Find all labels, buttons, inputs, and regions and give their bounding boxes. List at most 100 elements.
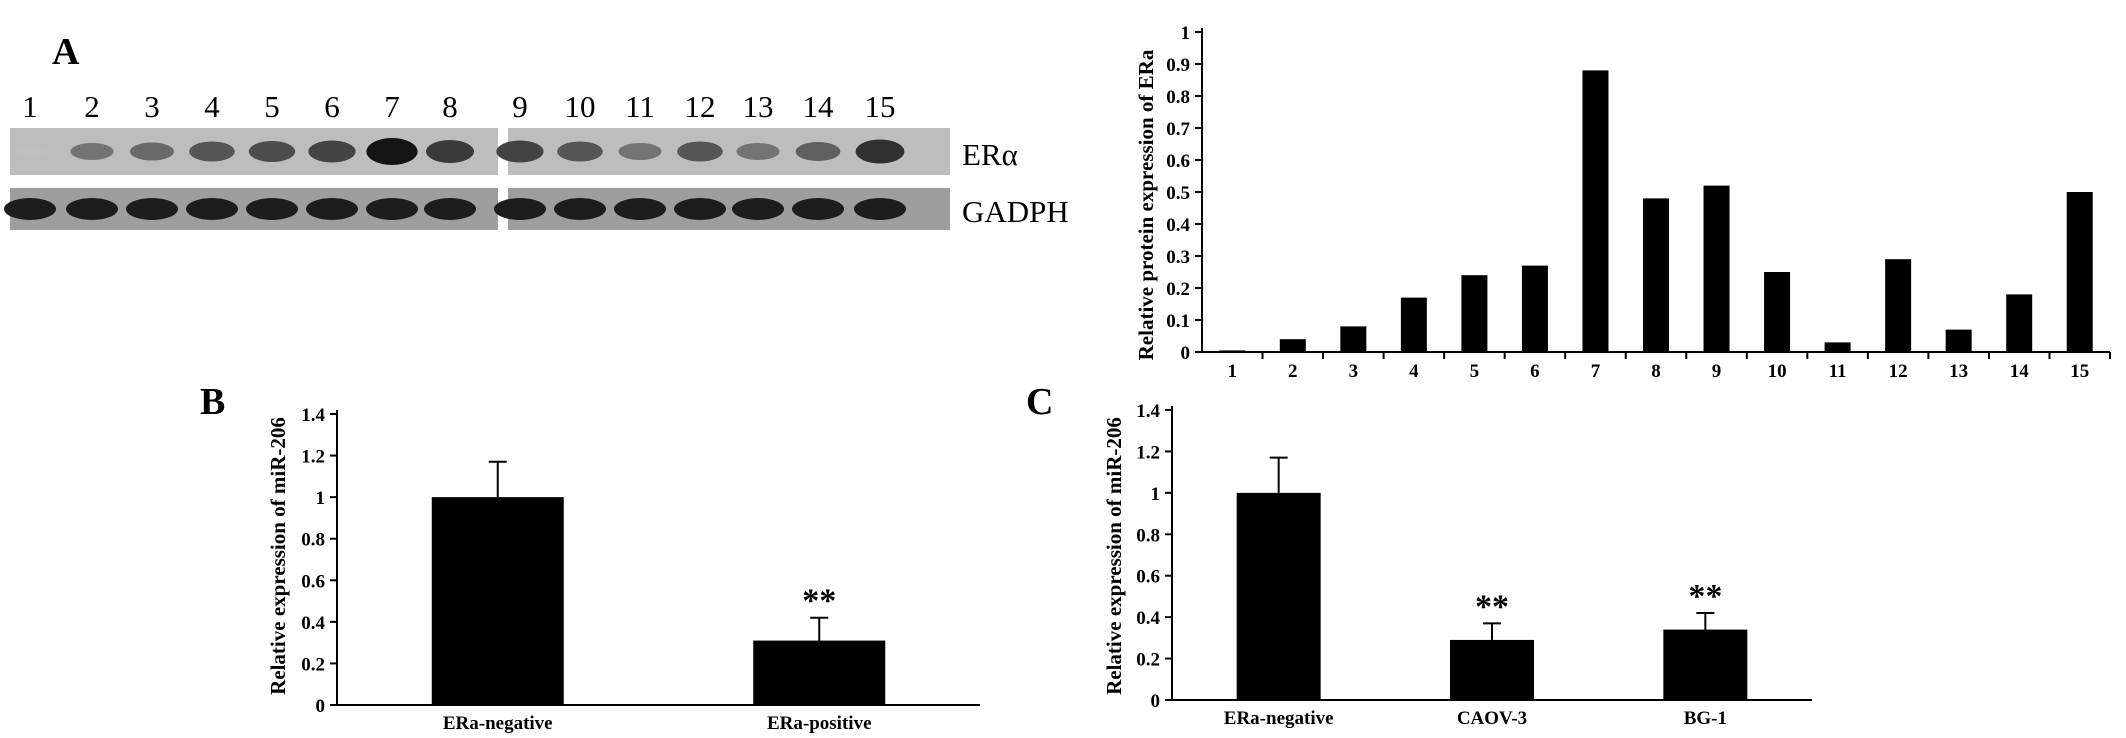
blot-row-label-gadph: GADPH — [962, 194, 1069, 229]
chart-era-protein-ylabel: Relative protein expression of ERa — [1134, 49, 1158, 360]
blot-row-label-era: ERα — [962, 137, 1018, 172]
bar — [1663, 629, 1748, 700]
bar — [1461, 275, 1488, 352]
y-tick-label: 1.2 — [301, 447, 325, 468]
bar — [1764, 272, 1791, 352]
blot-lane-label: 9 — [512, 89, 528, 124]
blot-band-era — [426, 140, 474, 163]
bar — [1582, 70, 1609, 353]
chart-b-ylabel: Relative expression of miR-206 — [266, 417, 290, 695]
y-tick-label: 1.4 — [301, 405, 325, 426]
bar — [1450, 639, 1534, 700]
blot-band-era — [736, 143, 780, 160]
blot-band-era — [366, 138, 418, 165]
bar — [1400, 297, 1427, 352]
blot-band-gadph — [854, 198, 906, 220]
blot-lane-label: 12 — [685, 89, 716, 124]
blot-band-era — [11, 147, 49, 156]
panel-label-c: C — [1026, 381, 1053, 423]
bar — [1340, 326, 1367, 352]
y-tick-label: 1 — [1151, 484, 1161, 505]
x-tick-label: 3 — [1349, 361, 1359, 382]
bar — [1885, 259, 1912, 352]
x-tick-label: 8 — [1651, 361, 1661, 382]
blot-band-era — [248, 141, 296, 162]
significance-label: ** — [1475, 588, 1509, 625]
x-tick-label: 12 — [1889, 361, 1908, 382]
x-tick-label: 14 — [2010, 361, 2030, 382]
blot-band-era — [130, 142, 174, 161]
y-tick-label: 0.5 — [1166, 183, 1190, 204]
blot-band-era — [677, 141, 723, 162]
bar — [1945, 329, 1972, 352]
y-tick-label: 0.8 — [1166, 87, 1190, 108]
x-tick-label: 5 — [1470, 361, 1480, 382]
y-tick-label: 0.2 — [1166, 279, 1190, 300]
blot-band-era — [308, 140, 356, 163]
chart-b-mir206: 0 0.2 0.4 0.6 0.8 1 1.2 1.4 ERa-negative ERa-posi… — [301, 405, 980, 734]
significance-label: ** — [1688, 578, 1722, 615]
x-tick-label: 6 — [1530, 361, 1540, 382]
x-tick-label: 2 — [1288, 361, 1298, 382]
x-tick-label: BG-1 — [1684, 708, 1727, 729]
y-tick-label: 0.4 — [301, 613, 325, 634]
western-blot: 1 2 3 4 5 6 7 8 9 10 11 12 13 14 15 — [4, 89, 950, 230]
blot-band-gadph — [186, 198, 238, 220]
y-tick-label: 0.3 — [1166, 247, 1190, 268]
blot-band-gadph — [554, 198, 606, 220]
blot-lane-label: 10 — [565, 89, 596, 124]
blot-band-gadph — [424, 198, 476, 220]
y-tick-label: 0 — [316, 696, 326, 717]
x-tick-label: 11 — [1829, 361, 1847, 382]
significance-label: ** — [802, 583, 836, 620]
blot-band-gadph — [126, 198, 178, 220]
y-tick-label: 0.8 — [1136, 525, 1160, 546]
y-tick-label: 0 — [1151, 691, 1161, 712]
blot-lane-label: 7 — [384, 89, 400, 124]
blot-band-gadph — [246, 198, 298, 220]
x-tick-label: 1 — [1228, 361, 1238, 382]
y-tick-label: 0.2 — [301, 654, 325, 675]
blot-band-era — [855, 139, 905, 164]
bar — [1521, 265, 1548, 352]
x-tick-label: 10 — [1768, 361, 1787, 382]
blot-band-gadph — [66, 198, 118, 220]
x-tick-label: CAOV-3 — [1457, 708, 1527, 729]
blot-lane-label: 15 — [865, 89, 896, 124]
blot-band-gadph — [674, 198, 726, 220]
chart-c-ylabel: Relative expression of miR-206 — [1102, 417, 1126, 695]
x-tick-label: 15 — [2070, 361, 2089, 382]
y-tick-label: 0.1 — [1166, 311, 1190, 332]
y-tick-label: 1 — [316, 488, 326, 509]
x-tick-label: ERa-negative — [443, 713, 553, 734]
y-tick-label: 0.6 — [1166, 151, 1190, 172]
blot-band-era — [557, 141, 603, 162]
y-tick-label: 0.2 — [1136, 650, 1160, 671]
blot-band-era — [618, 143, 662, 160]
y-tick-label: 0.7 — [1166, 119, 1190, 140]
blot-lane-label: 8 — [442, 89, 458, 124]
blot-lane-label: 6 — [324, 89, 340, 124]
blot-band-era — [496, 140, 544, 163]
bar — [1643, 198, 1669, 352]
bar — [1703, 185, 1730, 352]
y-tick-label: 0.8 — [301, 530, 325, 551]
blot-band-gadph — [494, 198, 546, 220]
blot-band-era — [189, 141, 235, 162]
y-tick-label: 0.9 — [1166, 55, 1190, 76]
blot-band-gadph — [792, 198, 844, 220]
bar — [1824, 342, 1851, 352]
blot-lane-label: 2 — [84, 89, 100, 124]
y-tick-label: 1 — [1181, 23, 1191, 44]
x-tick-label: 4 — [1409, 361, 1419, 382]
y-tick-label: 1.4 — [1136, 401, 1160, 422]
y-tick-label: 0.6 — [1136, 567, 1160, 588]
chart-c-mir206: 0 0.2 0.4 0.6 0.8 1 1.2 1.4 ERa-negative CAOV-3 **… — [1136, 401, 1812, 729]
y-tick-label: 0.4 — [1166, 215, 1190, 236]
bar — [1279, 339, 1306, 352]
y-tick-label: 1.2 — [1136, 442, 1160, 463]
bar — [753, 640, 886, 705]
x-tick-label: ERa-negative — [1224, 708, 1334, 729]
bar — [2006, 294, 2033, 352]
